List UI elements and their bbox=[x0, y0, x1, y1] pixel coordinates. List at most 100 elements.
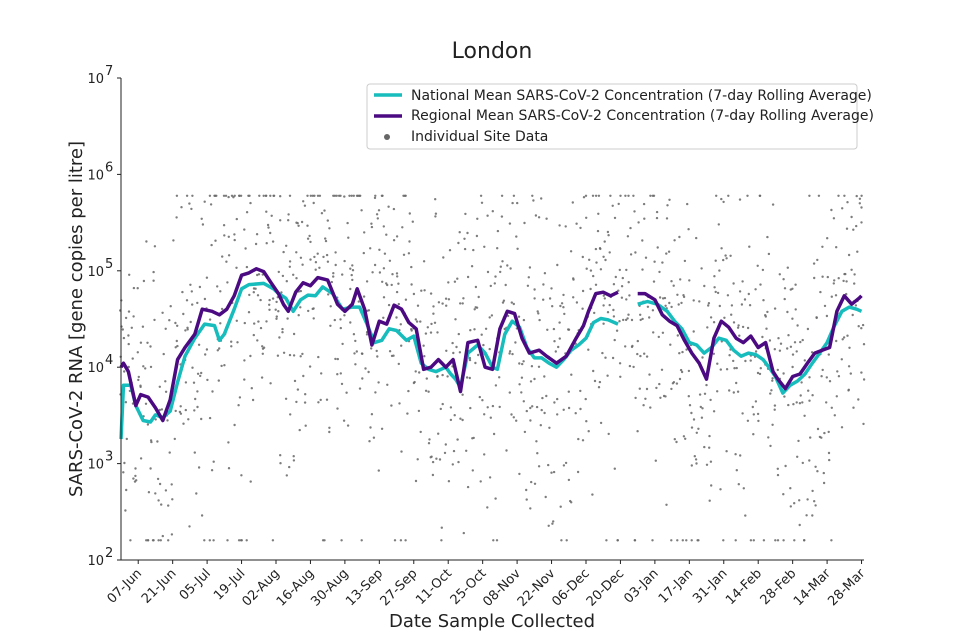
site-data-point bbox=[147, 491, 151, 494]
site-data-point bbox=[736, 326, 740, 329]
site-data-point bbox=[700, 267, 703, 270]
site-data-point bbox=[661, 331, 665, 334]
site-data-point bbox=[681, 539, 684, 542]
site-data-point bbox=[461, 418, 464, 422]
site-data-point bbox=[543, 375, 546, 378]
site-data-point bbox=[502, 299, 506, 302]
site-data-point bbox=[288, 465, 291, 469]
site-data-point bbox=[529, 406, 532, 410]
site-data-point bbox=[271, 240, 275, 243]
site-data-point bbox=[501, 260, 504, 263]
site-data-point bbox=[323, 539, 326, 542]
site-data-point bbox=[518, 472, 521, 476]
site-data-point bbox=[373, 196, 377, 200]
site-data-point bbox=[382, 316, 385, 319]
site-data-point bbox=[622, 318, 625, 322]
site-data-point bbox=[237, 539, 241, 542]
site-data-point bbox=[124, 316, 128, 320]
site-data-point bbox=[358, 194, 361, 197]
site-data-point bbox=[424, 389, 428, 392]
site-data-point bbox=[858, 202, 861, 205]
site-data-point bbox=[585, 216, 588, 219]
site-data-point bbox=[127, 342, 130, 346]
site-data-point bbox=[334, 357, 337, 361]
site-data-point bbox=[676, 334, 679, 337]
site-data-point bbox=[508, 391, 511, 394]
site-data-point bbox=[456, 438, 459, 441]
site-data-point bbox=[708, 434, 711, 438]
site-data-point bbox=[512, 302, 515, 306]
site-data-point bbox=[700, 416, 704, 419]
site-data-point bbox=[398, 402, 401, 405]
site-data-point bbox=[483, 245, 486, 248]
site-data-point bbox=[208, 416, 212, 420]
site-data-point bbox=[299, 355, 302, 358]
site-data-point bbox=[627, 281, 630, 284]
site-data-point bbox=[560, 302, 564, 305]
site-data-point bbox=[332, 272, 335, 275]
site-data-point bbox=[816, 427, 820, 431]
site-data-point bbox=[473, 308, 476, 311]
site-data-point bbox=[543, 411, 546, 415]
site-data-point bbox=[222, 224, 226, 227]
site-data-point bbox=[458, 351, 462, 354]
site-data-point bbox=[803, 414, 806, 417]
site-data-point bbox=[847, 388, 850, 391]
site-data-point bbox=[619, 194, 622, 197]
site-data-point bbox=[395, 272, 399, 275]
site-data-point bbox=[810, 351, 814, 354]
site-data-point bbox=[832, 282, 835, 285]
site-data-point bbox=[540, 408, 543, 412]
site-data-point bbox=[545, 394, 548, 398]
site-data-point bbox=[285, 474, 288, 477]
site-data-point bbox=[124, 401, 128, 404]
site-data-point bbox=[533, 482, 537, 485]
site-data-point bbox=[306, 194, 309, 197]
site-data-point bbox=[830, 539, 833, 542]
site-data-point bbox=[156, 440, 159, 443]
site-data-point bbox=[419, 320, 422, 323]
site-data-point bbox=[382, 225, 385, 228]
site-data-point bbox=[317, 401, 320, 404]
site-data-point bbox=[627, 194, 630, 197]
site-data-point bbox=[734, 453, 737, 456]
site-data-point bbox=[862, 378, 866, 381]
site-data-point bbox=[414, 370, 417, 373]
site-data-point bbox=[434, 212, 438, 215]
site-data-point bbox=[808, 376, 811, 379]
site-data-point bbox=[352, 333, 356, 336]
site-data-point bbox=[292, 459, 296, 462]
site-data-point bbox=[252, 291, 255, 294]
site-data-point bbox=[459, 302, 462, 305]
site-data-point bbox=[251, 398, 255, 402]
site-data-point bbox=[463, 237, 466, 240]
site-data-point bbox=[383, 252, 387, 255]
site-data-point bbox=[743, 298, 747, 301]
site-data-point bbox=[525, 488, 528, 492]
site-data-point bbox=[499, 265, 502, 268]
site-data-point bbox=[238, 396, 242, 399]
site-data-point bbox=[808, 194, 811, 197]
site-data-point bbox=[164, 489, 168, 492]
site-data-point bbox=[694, 458, 698, 461]
site-data-point bbox=[830, 406, 833, 409]
site-data-point bbox=[777, 337, 780, 340]
site-data-point bbox=[227, 441, 230, 444]
site-data-point bbox=[801, 401, 804, 404]
site-data-point bbox=[299, 256, 303, 259]
site-data-point bbox=[811, 489, 814, 493]
site-data-point bbox=[716, 362, 719, 365]
site-data-point bbox=[823, 431, 826, 435]
site-data-point bbox=[853, 282, 856, 285]
site-data-point bbox=[547, 524, 550, 527]
site-data-point bbox=[520, 391, 523, 394]
site-data-point bbox=[518, 362, 521, 365]
site-data-point bbox=[754, 400, 758, 403]
y-tick-exponent: 7 bbox=[105, 64, 113, 79]
site-data-point bbox=[168, 319, 171, 322]
site-data-point bbox=[292, 332, 296, 336]
site-data-point bbox=[265, 210, 268, 213]
site-data-point bbox=[827, 430, 830, 434]
site-data-point bbox=[272, 194, 276, 197]
site-data-point bbox=[782, 493, 785, 496]
